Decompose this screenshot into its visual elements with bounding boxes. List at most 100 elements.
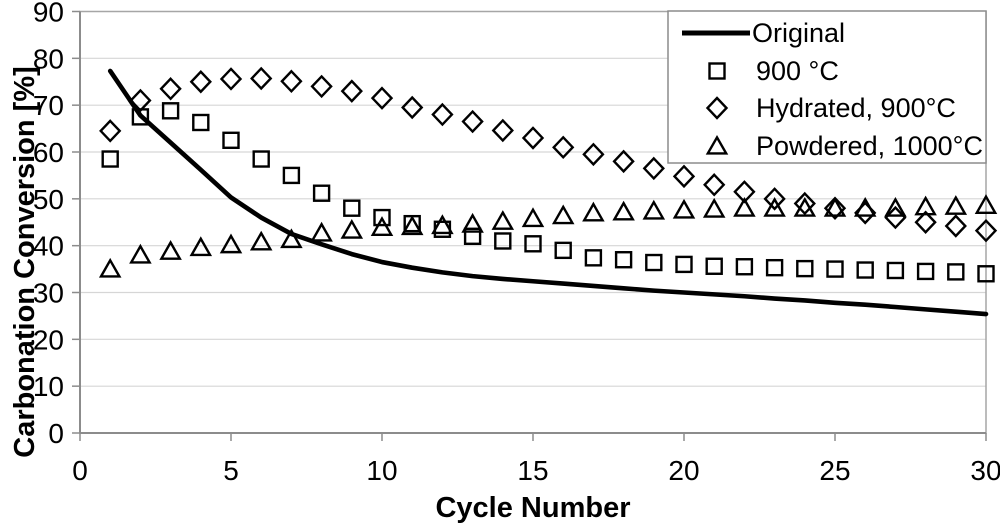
- triangle-marker: [461, 212, 484, 233]
- legend-label-900c: 900 °C: [756, 56, 839, 86]
- triangle-marker: [612, 200, 635, 221]
- y-tick-label-60: 60: [33, 137, 64, 168]
- square-marker: [675, 255, 693, 274]
- diamond-marker: [219, 67, 243, 91]
- x-tick-label-30: 30: [970, 455, 1000, 486]
- square-marker: [312, 184, 331, 202]
- legend-triangle-marker: [705, 134, 729, 155]
- diamond-marker: [552, 135, 575, 160]
- original-decay-line: [107, 68, 989, 317]
- square-marker: [161, 102, 180, 120]
- triangle-marker: [98, 257, 122, 278]
- diamond-marker: [763, 187, 786, 211]
- square-marker: [916, 262, 935, 281]
- y-tick-label-90: 90: [33, 0, 64, 28]
- y-tick-label-70: 70: [33, 90, 64, 121]
- diamond-marker: [340, 79, 363, 103]
- legend-diamond-marker: [705, 96, 729, 120]
- triangle-marker: [491, 210, 515, 230]
- square-marker: [373, 208, 391, 227]
- x-axis-title: Cycle Number: [435, 492, 630, 524]
- triangle-marker: [249, 230, 273, 251]
- diamond-marker: [642, 156, 665, 181]
- diamond-marker: [370, 86, 394, 110]
- legend-label-powdered: Powdered, 1000°C: [756, 131, 983, 161]
- diamond-marker: [672, 164, 696, 189]
- triangle-marker: [582, 201, 605, 222]
- square-marker: [735, 258, 754, 276]
- series-powdered-1000-c: [98, 194, 998, 278]
- diamond-marker: [431, 102, 454, 127]
- triangle-marker: [763, 196, 786, 217]
- diamond-marker: [99, 119, 122, 143]
- x-tick-label-25: 25: [819, 455, 850, 486]
- legend-box: [667, 10, 987, 164]
- y-axis-title: Carbonation Conversion [%]: [9, 66, 41, 458]
- square-marker: [796, 259, 814, 278]
- legend-label-original: Original: [752, 18, 845, 48]
- square-marker: [645, 253, 663, 272]
- triangle-marker: [280, 228, 303, 249]
- square-marker: [584, 249, 603, 267]
- diamond-marker: [823, 196, 847, 220]
- triangle-marker: [340, 218, 364, 239]
- diamond-marker: [129, 88, 152, 113]
- diamond-marker: [703, 173, 726, 197]
- triangle-marker: [310, 221, 333, 242]
- diamond-marker: [401, 95, 424, 120]
- y-tick-label-50: 50: [33, 184, 64, 215]
- diamond-marker: [461, 109, 484, 134]
- triangle-marker: [974, 194, 998, 214]
- diamond-marker: [914, 210, 937, 234]
- diamond-marker: [793, 191, 816, 216]
- x-tick-label-15: 15: [517, 455, 548, 486]
- triangle-marker: [702, 197, 726, 218]
- square-marker: [705, 257, 723, 275]
- diamond-marker: [159, 77, 182, 101]
- diamond-marker: [582, 142, 605, 167]
- y-tick-label-30: 30: [33, 278, 64, 309]
- triangle-marker: [733, 196, 756, 217]
- triangle-marker: [219, 233, 243, 254]
- square-marker: [282, 166, 301, 185]
- diamond-marker: [280, 69, 303, 94]
- x-tick-label-10: 10: [366, 455, 397, 486]
- square-marker: [222, 131, 240, 149]
- diamond-marker: [612, 149, 635, 174]
- square-marker: [343, 199, 361, 217]
- square-marker: [977, 265, 995, 283]
- square-marker: [524, 235, 542, 253]
- triangle-marker: [914, 195, 937, 216]
- square-marker: [856, 261, 874, 279]
- diamond-marker: [884, 205, 907, 230]
- triangle-marker: [431, 214, 454, 235]
- square-marker: [947, 263, 965, 281]
- series-original: [107, 68, 989, 317]
- y-tick-label-40: 40: [33, 231, 64, 262]
- x-tick-label-5: 5: [223, 455, 239, 486]
- square-marker: [101, 150, 119, 168]
- square-marker: [826, 260, 844, 278]
- triangle-marker: [189, 236, 213, 257]
- triangle-marker: [159, 240, 182, 260]
- diamond-marker: [944, 214, 967, 238]
- triangle-marker: [944, 195, 968, 215]
- square-marker: [886, 261, 905, 280]
- legend-square-marker: [708, 62, 726, 80]
- triangle-marker: [521, 207, 545, 228]
- square-marker: [252, 150, 270, 168]
- square-marker: [614, 251, 633, 269]
- triangle-marker: [853, 196, 877, 217]
- square-marker: [494, 232, 512, 250]
- diamond-marker: [310, 74, 333, 99]
- triangle-marker: [370, 216, 394, 237]
- diamond-marker: [250, 66, 273, 91]
- triangle-marker: [400, 215, 424, 236]
- square-marker: [554, 241, 572, 260]
- y-tick-label-0: 0: [48, 418, 64, 449]
- triangle-marker: [793, 196, 817, 217]
- diamond-marker: [491, 118, 514, 143]
- legend: Original 900 °C Hydrated, 900°C Powdered…: [667, 10, 987, 164]
